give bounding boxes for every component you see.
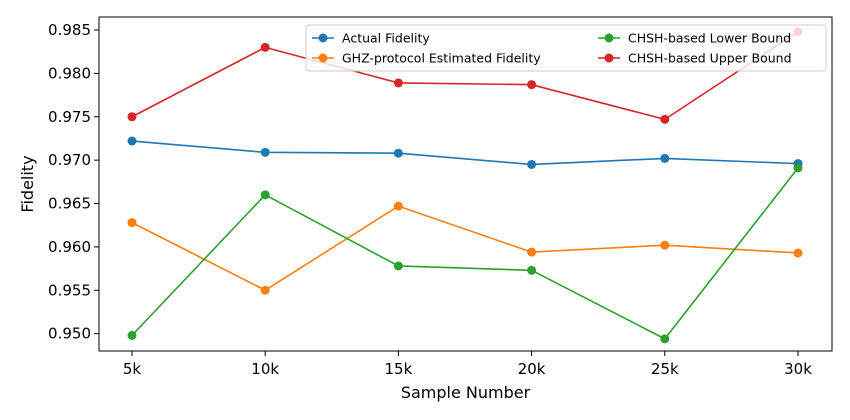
data-point xyxy=(393,261,403,271)
legend-entry: GHZ-protocol Estimated Fidelity xyxy=(312,51,541,66)
data-point xyxy=(127,330,137,340)
data-point xyxy=(793,248,803,258)
y-tick-label: 0.950 xyxy=(48,325,91,343)
y-tick-label: 0.955 xyxy=(48,281,91,299)
data-point xyxy=(127,136,137,146)
data-point xyxy=(260,42,270,52)
data-point xyxy=(660,334,670,344)
data-point xyxy=(393,201,403,211)
legend-label: Actual Fidelity xyxy=(342,31,430,46)
x-axis: 5k 10k 15k 20k 25k 30k xyxy=(123,351,812,378)
data-point xyxy=(527,159,537,169)
data-point xyxy=(527,80,537,90)
x-tick-label: 20k xyxy=(518,360,546,378)
data-point xyxy=(793,163,803,173)
x-tick-label: 30k xyxy=(784,360,812,378)
legend-label: GHZ-protocol Estimated Fidelity xyxy=(342,51,541,66)
data-point xyxy=(660,114,670,124)
y-axis: 0.950 0.955 0.960 0.965 0.970 0.975 0.980 0.985 xyxy=(48,21,99,343)
legend-entry: CHSH-based Lower Bound xyxy=(598,31,791,46)
series-line xyxy=(131,205,799,292)
data-point xyxy=(393,78,403,88)
y-tick-label: 0.965 xyxy=(48,195,91,213)
data-point xyxy=(527,265,537,275)
y-tick-label: 0.960 xyxy=(48,238,91,256)
data-point xyxy=(527,247,537,257)
series-2 xyxy=(127,201,803,295)
legend-entry: CHSH-based Upper Bound xyxy=(598,51,792,66)
series-layer xyxy=(127,27,803,344)
series-1 xyxy=(127,136,803,169)
data-point xyxy=(660,153,670,163)
legend-swatch-marker xyxy=(318,53,328,63)
legend-box xyxy=(305,24,827,72)
data-point xyxy=(260,285,270,295)
series-line xyxy=(131,31,799,121)
y-tick-label: 0.985 xyxy=(48,21,91,39)
legend-label: CHSH-based Upper Bound xyxy=(628,51,792,66)
x-tick-label: 25k xyxy=(651,360,679,378)
series-3 xyxy=(127,163,803,344)
plot-frame xyxy=(98,16,833,352)
x-tick-label: 15k xyxy=(385,360,413,378)
data-point xyxy=(260,190,270,200)
y-axis-label: Fidelity xyxy=(18,155,37,212)
data-point xyxy=(260,147,270,157)
series-line xyxy=(131,140,799,166)
data-point xyxy=(127,218,137,228)
y-tick-label: 0.980 xyxy=(48,64,91,82)
x-axis-label: Sample Number xyxy=(401,383,531,402)
legend-label: CHSH-based Lower Bound xyxy=(628,31,791,46)
legend-swatch-marker xyxy=(318,33,328,43)
legend-swatch-marker xyxy=(604,33,614,43)
series-line xyxy=(131,167,799,340)
x-tick-label: 10k xyxy=(251,360,279,378)
legend-swatch-marker xyxy=(604,53,614,63)
y-tick-label: 0.975 xyxy=(48,108,91,126)
legend: Actual Fidelity GHZ-protocol Estimated Fi… xyxy=(305,24,827,72)
x-tick-label: 5k xyxy=(123,360,142,378)
legend-entry: Actual Fidelity xyxy=(312,31,430,46)
data-point xyxy=(660,240,670,250)
data-point xyxy=(393,148,403,158)
y-tick-label: 0.970 xyxy=(48,151,91,169)
data-point xyxy=(127,112,137,122)
